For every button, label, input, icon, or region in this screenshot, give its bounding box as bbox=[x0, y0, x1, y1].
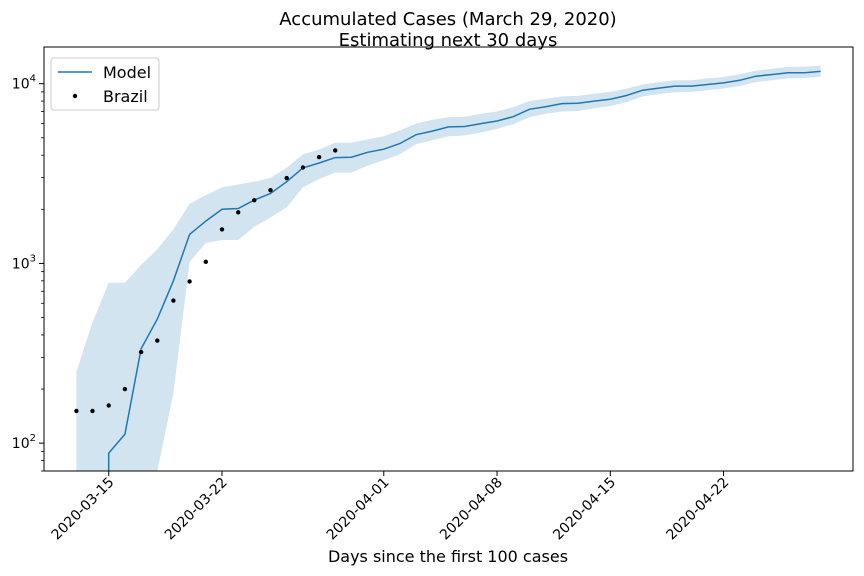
x-tick-label: 2020-04-15 bbox=[550, 475, 619, 544]
y-tick-label: 102 bbox=[12, 433, 36, 452]
x-tick-label: 2020-04-08 bbox=[437, 475, 506, 544]
brazil-data-point bbox=[316, 154, 322, 160]
brazil-data-point bbox=[333, 148, 338, 153]
brazil-data-point bbox=[236, 210, 241, 215]
legend: Model Brazil bbox=[50, 57, 160, 111]
model-series-line bbox=[107, 70, 821, 471]
brazil-data-point bbox=[187, 279, 192, 284]
brazil-data-point bbox=[284, 175, 289, 181]
brazil-data-point bbox=[74, 408, 79, 414]
chart-title: Accumulated Cases (March 29, 2020) bbox=[279, 9, 616, 30]
brazil-data-point bbox=[155, 338, 160, 343]
brazil-data-point bbox=[203, 259, 208, 264]
x-tick-label: 2020-03-22 bbox=[162, 475, 231, 544]
legend-box bbox=[50, 57, 160, 111]
y-tick-label: 103 bbox=[12, 253, 36, 272]
x-axis-label: Days since the first 100 cases bbox=[328, 547, 568, 566]
brazil-data-point bbox=[268, 188, 273, 193]
x-tick-label: 2020-04-01 bbox=[324, 475, 393, 544]
brazil-data-point bbox=[138, 349, 144, 355]
legend-brazil-label: Brazil bbox=[103, 87, 148, 106]
legend-model-label: Model bbox=[103, 63, 151, 82]
chart-subtitle: Estimating next 30 days bbox=[339, 30, 558, 51]
confidence-band bbox=[76, 65, 821, 471]
brazil-data-point bbox=[252, 198, 257, 203]
x-tick-label: 2020-04-22 bbox=[664, 475, 733, 544]
plot-frame bbox=[43, 46, 854, 472]
brazil-data-point bbox=[219, 227, 225, 232]
brazil-data-point bbox=[90, 408, 95, 414]
plot-area: 2020-03-15 2020-03-22 2020-04-01 2020-04-08… bbox=[12, 46, 854, 544]
brazil-data-point bbox=[106, 403, 111, 408]
brazil-data-point bbox=[171, 298, 176, 303]
legend-brazil-swatch bbox=[72, 93, 78, 99]
brazil-data-point bbox=[300, 165, 306, 170]
x-tick-label: 2020-03-15 bbox=[49, 475, 118, 544]
y-tick-label: 104 bbox=[12, 74, 36, 93]
brazil-data-point bbox=[122, 386, 128, 392]
